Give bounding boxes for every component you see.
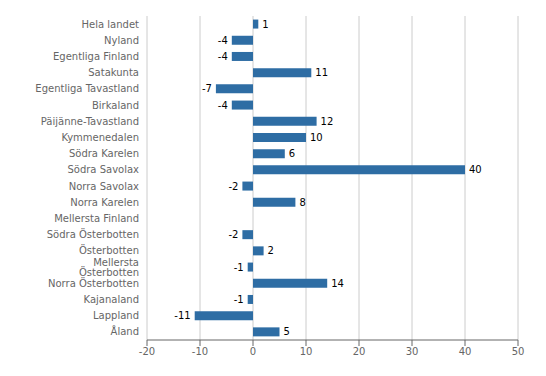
- svg-text:-11: -11: [174, 310, 190, 321]
- svg-text:Egentliga Finland: Egentliga Finland: [53, 51, 139, 62]
- svg-text:-7: -7: [202, 83, 212, 94]
- svg-text:Päijänne-Tavastland: Päijänne-Tavastland: [41, 116, 139, 127]
- svg-text:Egentliga Tavastland: Egentliga Tavastland: [35, 83, 139, 94]
- svg-text:-10: -10: [192, 346, 208, 357]
- svg-text:Södra Karelen: Södra Karelen: [69, 148, 139, 159]
- svg-text:Satakunta: Satakunta: [88, 67, 139, 78]
- svg-text:-20: -20: [139, 346, 155, 357]
- svg-text:Kymmenedalen: Kymmenedalen: [61, 132, 139, 143]
- svg-text:-1: -1: [234, 294, 244, 305]
- svg-text:Nyland: Nyland: [104, 35, 139, 46]
- svg-text:MellerstaÖsterbotten: MellerstaÖsterbotten: [79, 257, 139, 278]
- svg-text:-1: -1: [234, 262, 244, 273]
- svg-text:12: 12: [321, 116, 334, 127]
- svg-text:40: 40: [469, 164, 482, 175]
- svg-text:Hela landet: Hela landet: [82, 19, 140, 30]
- svg-text:Norra Savolax: Norra Savolax: [69, 181, 139, 192]
- svg-text:Kajanaland: Kajanaland: [84, 294, 139, 305]
- svg-text:-4: -4: [218, 51, 228, 62]
- svg-text:Österbotten: Österbotten: [79, 244, 139, 256]
- svg-text:-4: -4: [218, 100, 228, 111]
- svg-text:Åland: Åland: [111, 325, 139, 337]
- svg-text:8: 8: [299, 197, 305, 208]
- svg-text:Norra Österbotten: Norra Österbotten: [48, 277, 139, 289]
- svg-text:-4: -4: [218, 35, 228, 46]
- svg-text:40: 40: [459, 346, 472, 357]
- svg-text:10: 10: [300, 346, 313, 357]
- svg-text:-2: -2: [228, 181, 238, 192]
- svg-text:Södra Österbotten: Södra Österbotten: [47, 228, 139, 240]
- svg-text:14: 14: [331, 278, 344, 289]
- svg-text:11: 11: [315, 67, 328, 78]
- svg-text:Birkaland: Birkaland: [92, 100, 139, 111]
- svg-text:2: 2: [268, 245, 274, 256]
- svg-text:10: 10: [310, 132, 323, 143]
- svg-text:Lappland: Lappland: [93, 310, 139, 321]
- svg-text:1: 1: [262, 19, 268, 30]
- svg-text:20: 20: [353, 346, 366, 357]
- svg-text:30: 30: [406, 346, 419, 357]
- svg-text:0: 0: [250, 346, 256, 357]
- svg-text:-2: -2: [228, 229, 238, 240]
- svg-text:Norra Karelen: Norra Karelen: [70, 197, 139, 208]
- svg-text:5: 5: [284, 326, 290, 337]
- svg-text:50: 50: [512, 346, 525, 357]
- svg-text:Södra Savolax: Södra Savolax: [67, 164, 139, 175]
- svg-text:6: 6: [289, 148, 295, 159]
- svg-text:Mellersta Finland: Mellersta Finland: [54, 213, 139, 224]
